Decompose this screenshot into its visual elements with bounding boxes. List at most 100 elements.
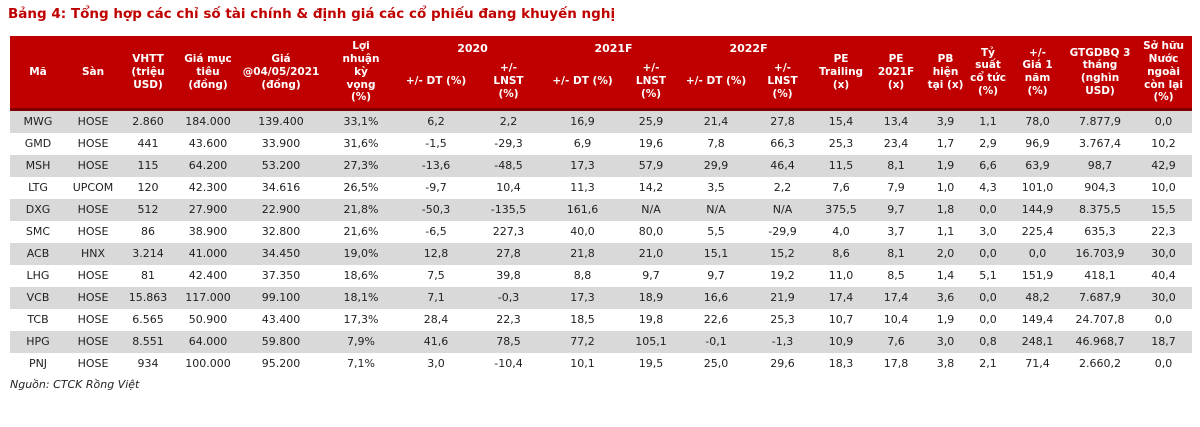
table-cell: 40,4 xyxy=(1151,269,1176,283)
table-cell: 10,0 xyxy=(1151,181,1176,195)
col-header-foreign-room: Sở hữu Nước ngoài còn lại (%) xyxy=(1135,36,1193,110)
table-cell: 29,6 xyxy=(770,357,795,371)
table-cell: 43.400 xyxy=(261,313,301,327)
table-cell: TCB xyxy=(27,313,49,327)
table-cell: LHG xyxy=(26,269,50,283)
col-group-2020: 2020 xyxy=(400,36,545,60)
table-cell: 3,0 xyxy=(936,335,955,349)
table-cell: 48,2 xyxy=(1025,291,1050,305)
table-cell: 10,4 xyxy=(496,181,521,195)
table-cell: -1,3 xyxy=(771,335,794,349)
table-cell: 33,1% xyxy=(343,115,379,129)
table-cell: 42.300 xyxy=(188,181,228,195)
table-cell: LTG xyxy=(28,181,48,195)
source-note: Nguồn: CTCK Rồng Việt xyxy=(10,378,140,392)
table-cell: ACB xyxy=(26,247,50,261)
table-cell: 21,0 xyxy=(638,247,664,261)
table-cell: 7,9 xyxy=(887,181,905,195)
table-cell: HOSE xyxy=(77,137,109,151)
table-cell: 7,1% xyxy=(347,357,375,371)
table-cell: N/A xyxy=(641,203,661,217)
page-title: Bảng 4: Tổng hợp các chỉ số tài chính & … xyxy=(8,6,616,22)
table-row: PNJ HOSE 934 100.000 95.200 7,1% 3,0 -10,4 10,1 1… xyxy=(10,353,1193,376)
table-cell: 2.660,2 xyxy=(1079,357,1122,371)
table-row: DXG HOSE 512 27.900 22.900 21,8% -50,3 -135,5 16… xyxy=(10,199,1193,222)
table-cell: 161,6 xyxy=(566,203,599,217)
col-header-label: +/- Giá 1 năm (%) xyxy=(1022,46,1053,97)
table-cell: -9,7 xyxy=(425,181,447,195)
table-cell: 3,0 xyxy=(427,357,445,371)
col-header-expected-return: Lợi nhuận kỳ vọng (%) xyxy=(322,36,400,110)
table-cell: 27,8 xyxy=(496,247,521,261)
table-row: MWG HOSE 2.860 184.000 139.400 33,1% 6,2 2,2 16,… xyxy=(10,109,1193,134)
table-cell: 19,6 xyxy=(638,137,664,151)
table-cell: 34.450 xyxy=(261,247,301,261)
table-cell: HOSE xyxy=(77,357,109,371)
table-cell: 12,8 xyxy=(423,247,449,261)
table-cell: HOSE xyxy=(77,115,109,129)
table-cell: 7,1 xyxy=(427,291,445,305)
table-cell: 2,9 xyxy=(979,137,997,151)
table-cell: 17,4 xyxy=(883,291,909,305)
col-header-exchange: Sàn xyxy=(66,36,120,110)
table-cell: 64.000 xyxy=(188,335,228,349)
table-cell: HOSE xyxy=(77,203,109,217)
col-header-avg-trading-value: GTGDBQ 3 tháng (nghìn USD) xyxy=(1065,36,1136,110)
table-cell: 227,3 xyxy=(492,225,525,239)
table-cell: 149,4 xyxy=(1021,313,1054,327)
table-cell: VCB xyxy=(26,291,50,305)
table-cell: 25,0 xyxy=(703,357,729,371)
table-cell: 53.200 xyxy=(261,159,301,173)
col-header-target-price: Giá mục tiêu (đồng) xyxy=(176,36,240,110)
table-cell: 23,4 xyxy=(883,137,909,151)
table-row: GMD HOSE 441 43.600 33.900 31,6% -1,5 -29,3 6,9 1… xyxy=(10,133,1193,156)
table-cell: 21,8% xyxy=(343,203,379,217)
financial-summary-table: Mã Sàn VHTT (triệu USD) Giá mục tiêu (đồ… xyxy=(10,36,1193,376)
table-cell: 63,9 xyxy=(1025,159,1050,173)
table-cell: 24.707,8 xyxy=(1075,313,1125,327)
table-cell: 1,0 xyxy=(936,181,955,195)
table-cell: 16.703,9 xyxy=(1075,247,1125,261)
col-header-pb: PB hiện tại (x) xyxy=(925,36,967,110)
table-cell: 19,8 xyxy=(638,313,664,327)
table-cell: -135,5 xyxy=(490,203,527,217)
table-cell: 8,5 xyxy=(887,269,905,283)
table-cell: 151,9 xyxy=(1021,269,1054,283)
table-cell: 4,3 xyxy=(979,181,997,195)
table-cell: 11,3 xyxy=(570,181,595,195)
table-cell: -48,5 xyxy=(494,159,523,173)
table-cell: 77,2 xyxy=(570,335,595,349)
table-body: MWG HOSE 2.860 184.000 139.400 33,1% 6,2 2,2 16,… xyxy=(10,109,1193,376)
table-cell: HOSE xyxy=(77,159,109,173)
col-header-ticker: Mã xyxy=(10,36,66,110)
table-cell: 10,1 xyxy=(570,357,595,371)
table-cell: HOSE xyxy=(77,291,109,305)
table-cell: 0,0 xyxy=(1028,247,1047,261)
table-cell: -29,3 xyxy=(494,137,523,151)
table-cell: 27.900 xyxy=(188,203,228,217)
table-cell: 7.687,9 xyxy=(1079,291,1122,305)
table-cell: 3,0 xyxy=(979,225,997,239)
table-cell: HOSE xyxy=(77,335,109,349)
table-cell: SMC xyxy=(25,225,51,239)
col-header-dt-2022f: +/- DT (%) xyxy=(682,60,751,110)
table-cell: HNX xyxy=(80,247,106,261)
table-cell: 17,3 xyxy=(570,291,595,305)
table-cell: 0,0 xyxy=(979,313,997,327)
col-header-label: +/- LNST (%) xyxy=(493,62,524,100)
table-cell: 30,0 xyxy=(1151,291,1176,305)
table-cell: 81 xyxy=(141,269,155,283)
table-cell: 15,2 xyxy=(770,247,795,261)
table-cell: 512 xyxy=(137,203,159,217)
table-cell: 934 xyxy=(137,357,159,371)
table-cell: 21,6% xyxy=(343,225,379,239)
table-cell: 3.214 xyxy=(132,247,164,261)
table-cell: 30,0 xyxy=(1151,247,1176,261)
table-cell: 96,9 xyxy=(1025,137,1050,151)
table-cell: 7,6 xyxy=(887,335,905,349)
table-cell: 10,7 xyxy=(828,313,854,327)
table-cell: 3,7 xyxy=(887,225,905,239)
table-cell: HOSE xyxy=(77,269,109,283)
table-cell: 38.900 xyxy=(188,225,228,239)
table-cell: 17,8 xyxy=(883,357,909,371)
